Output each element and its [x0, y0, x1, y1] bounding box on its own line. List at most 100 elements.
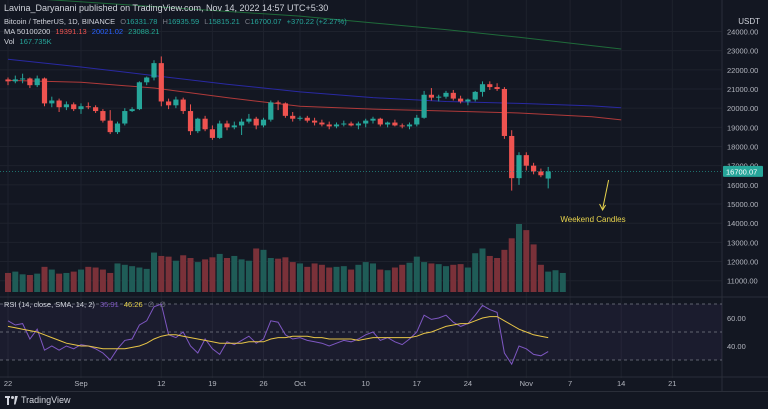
candle-body [158, 63, 164, 102]
candle-body [443, 92, 449, 97]
candle-body [399, 125, 405, 127]
candle-body [472, 91, 478, 100]
volume-bar [19, 274, 26, 292]
candle-body [458, 98, 464, 102]
price-tick-label: 14000.00 [727, 219, 758, 228]
legend-ma[interactable]: MA 50100200 19391.13 20021.02 23088.21 [4, 27, 160, 36]
price-change: +370.22 (+2.27%) [286, 17, 347, 26]
volume-bar [340, 266, 347, 292]
tradingview-logo[interactable]: TradingView [5, 395, 71, 405]
candle-body [370, 118, 376, 121]
candle-body [20, 78, 26, 80]
volume-bar [165, 256, 172, 292]
price-tick-label: 20000.00 [727, 104, 758, 113]
price-tick-label: 18000.00 [727, 143, 758, 152]
price-tick-label: 22000.00 [727, 66, 758, 75]
volume-bar [516, 224, 522, 292]
volume-bar [384, 270, 391, 292]
candle-body [107, 120, 113, 133]
candle-body [166, 101, 172, 106]
candle-body [100, 111, 106, 121]
ma100-line [7, 58, 622, 109]
candle-body [224, 123, 230, 128]
ma200-value: 23088.21 [128, 27, 160, 36]
volume-bar [172, 260, 179, 292]
time-tick-label: 10 [362, 379, 370, 388]
price-tick-label: 16000.00 [727, 181, 758, 190]
volume-bar [41, 266, 48, 292]
candle-body [450, 92, 456, 99]
volume-bar [70, 271, 77, 292]
annotation-arrowhead [599, 203, 607, 212]
candle-body [129, 109, 135, 112]
candle-body [268, 102, 274, 120]
volume-bar [304, 266, 311, 292]
candle-body [114, 123, 121, 133]
volume-bar [136, 267, 143, 292]
volume-bar [282, 257, 289, 292]
time-tick-label: 19 [208, 379, 216, 388]
candle-body [122, 111, 128, 124]
volume-bar [26, 275, 33, 292]
ma50-line [7, 79, 622, 121]
candle-body [260, 119, 267, 126]
tradingview-icon [5, 395, 18, 405]
candlesticks [0, 56, 722, 191]
candle-body [414, 117, 420, 125]
legend-rsi[interactable]: RSI (14, close, SMA, 14, 2) 35.91 46.26 … [4, 300, 166, 309]
volume-bar [48, 269, 55, 292]
volume-bar [457, 264, 464, 292]
candle-body [78, 106, 84, 110]
candle-body [144, 77, 150, 83]
volume-bar [501, 249, 508, 292]
current-price-badge [723, 165, 763, 177]
candle-body [297, 117, 303, 119]
candle-body [501, 89, 507, 136]
candle-body [173, 99, 179, 106]
candle-body [479, 84, 486, 92]
candle-body [49, 100, 55, 104]
price-tick-label: 12000.00 [727, 258, 758, 267]
candle-body [333, 124, 340, 127]
candle-body [494, 87, 500, 90]
legend-ohlc: Bitcoin / TetherUS, 1D, BINANCE O16331.7… [4, 17, 347, 26]
volume-bar [545, 271, 552, 292]
candle-body [290, 115, 296, 119]
volume-bar [114, 263, 121, 292]
legend-volume[interactable]: Vol 167.735K [4, 37, 52, 46]
volume-bar [158, 255, 165, 292]
annotation: Weekend Candles [560, 179, 626, 224]
candle-body [406, 124, 413, 127]
candle-body [319, 122, 325, 125]
volume-bar [530, 244, 537, 292]
current-price-label: 16700.07 [726, 167, 757, 176]
volume-bar [311, 263, 318, 292]
price-tick-label: 11000.00 [727, 277, 758, 286]
volume-bar [121, 264, 128, 292]
footer-bar: TradingView [0, 391, 768, 409]
price-tick-label: 19000.00 [727, 123, 758, 132]
candle-body [195, 118, 201, 132]
annotation-arrow [602, 179, 610, 210]
price-tick-label: 24000.00 [727, 28, 758, 37]
price-tick-label: 13000.00 [727, 238, 758, 247]
volume-bar [275, 258, 282, 292]
candle-body [41, 78, 48, 104]
volume-bar [391, 267, 398, 292]
candle-body [385, 122, 391, 125]
volume-bar [428, 263, 435, 292]
time-tick-label: 12 [157, 379, 165, 388]
volume-bar [99, 269, 106, 292]
volume-bar [209, 257, 216, 292]
volume-bar [355, 264, 362, 292]
candle-body [71, 104, 77, 110]
candle-body [523, 155, 529, 166]
volume-bar [180, 255, 187, 292]
symbol-name[interactable]: Bitcoin / TetherUS, 1D, BINANCE [4, 17, 116, 26]
candle-body [516, 155, 522, 179]
volume-value: 167.735K [19, 37, 52, 46]
volume-bar [464, 267, 471, 292]
currency-label: USDT [738, 17, 760, 26]
time-tick-label: 21 [668, 379, 676, 388]
